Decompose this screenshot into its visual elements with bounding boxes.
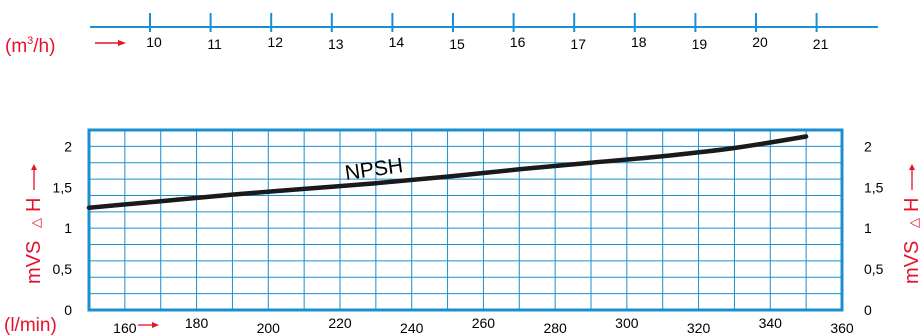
y-axis-h-left: H [23, 198, 45, 212]
x-tick-label: 160 [113, 320, 137, 336]
y-tick-label-left: 1,5 [53, 179, 73, 195]
y-axis-unit-left: mVS [23, 241, 45, 284]
y-tick-label-right: 1,5 [864, 179, 884, 195]
y-axis-unit-right: mVS [901, 241, 923, 284]
y-tick-label-left: 0,5 [53, 261, 73, 277]
flow-scale-tick-label: 17 [570, 36, 586, 52]
flow-scale-tick-label: 11 [207, 36, 222, 52]
x-tick-label: 180 [185, 315, 209, 331]
flow-scale-tick-label: 21 [813, 36, 829, 52]
flow-scale-tick-label: 19 [692, 36, 708, 52]
npsh-curve [86, 134, 809, 210]
x-arrow-icon [138, 322, 159, 328]
flow-scale-tick-label: 20 [752, 34, 768, 50]
x-tick-label: 340 [759, 315, 783, 331]
flow-scale-tick-label: 12 [267, 34, 283, 50]
y-tick-label-left: 2 [64, 138, 72, 154]
x-axis-ticks: 160 180 200 220 240 260 280 300 320 340 360 [113, 315, 854, 336]
x-tick-label: 280 [543, 320, 567, 336]
flow-arrow-icon [95, 40, 126, 46]
x-tick-label: 320 [687, 320, 711, 336]
plot-area: NPSH [86, 128, 844, 312]
y-axis-right-ticks: 0 0,5 1 1,5 2 [864, 138, 884, 318]
y-tick-label-right: 0,5 [864, 261, 884, 277]
x-tick-label: 240 [400, 320, 424, 336]
y-axis-label-right: mVS △ H [901, 164, 923, 284]
flow-unit-label: (m3/h) [5, 35, 55, 57]
x-tick-label: 300 [615, 315, 639, 331]
x-tick-label: 220 [328, 315, 352, 331]
x-axis-unit-label: (l/min) [4, 315, 57, 336]
y-tick-label-right: 0 [864, 302, 872, 318]
y-axis-h-right: H [901, 198, 923, 212]
delta-icon-left: △ [28, 218, 43, 228]
x-tick-label: 200 [257, 320, 281, 336]
delta-icon-right: △ [906, 218, 921, 228]
grid-lines [89, 130, 842, 310]
flow-scale-tick-label: 13 [328, 36, 344, 52]
y-tick-label-right: 1 [864, 220, 872, 236]
y-axis-label-left: mVS △ H [23, 164, 45, 284]
y-tick-label-left: 0 [64, 302, 72, 318]
flow-scale-tick-label: 14 [389, 34, 405, 50]
y-tick-label-right: 2 [864, 138, 872, 154]
y-tick-label-left: 1 [64, 220, 72, 236]
x-tick-label: 260 [472, 315, 496, 331]
flow-scale-ticks: 10 11 12 13 14 15 16 17 18 19 20 21 [146, 13, 829, 52]
x-tick-label: 360 [830, 320, 854, 336]
flow-scale-tick-label: 16 [510, 34, 526, 50]
flow-scale-tick-label: 15 [449, 36, 465, 52]
flow-scale-tick-label: 18 [631, 34, 647, 50]
flow-scale: 10 11 12 13 14 15 16 17 18 19 20 21 (m3/h) [5, 13, 878, 57]
y-axis-left-ticks: 0 0,5 1 1,5 2 [53, 138, 73, 318]
plot-frame [87, 128, 844, 312]
flow-scale-tick-label: 10 [146, 34, 162, 50]
